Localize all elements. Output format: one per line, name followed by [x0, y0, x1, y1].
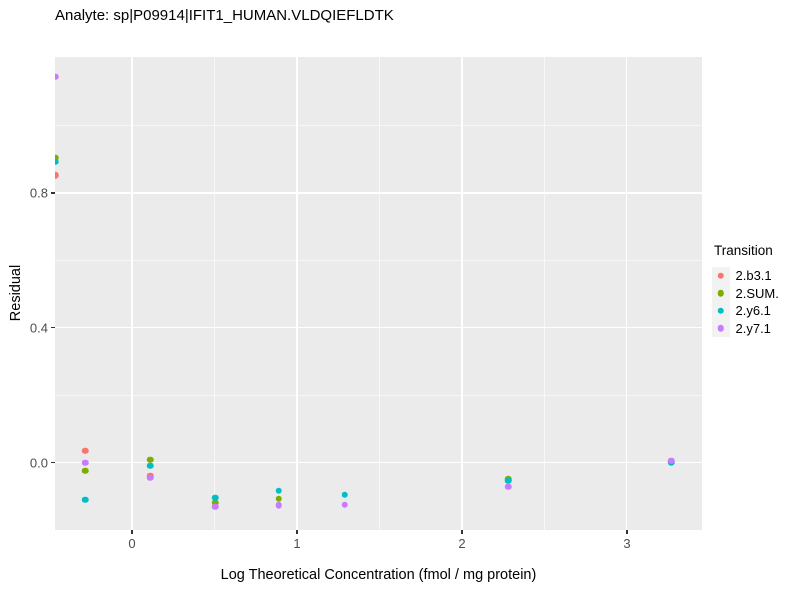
- data-point: [211, 499, 219, 506]
- legend-key: [712, 319, 730, 337]
- data-point: [55, 154, 59, 162]
- data-point: [146, 474, 154, 481]
- x-tick-mark: [131, 530, 133, 534]
- gridline-major-x: [296, 57, 298, 530]
- x-tick-mark: [296, 530, 298, 534]
- plot-panel: [55, 57, 702, 530]
- data-point: [55, 171, 59, 179]
- legend-label: 2.y6.1: [735, 303, 771, 319]
- data-point: [81, 447, 89, 454]
- legend-key: [712, 284, 730, 302]
- x-tick-label: 3: [623, 536, 631, 551]
- legend-label: 2.y7.1: [735, 320, 771, 336]
- gridline-minor-y: [55, 124, 702, 126]
- legend-entries: 2.b3.1 2.SUM. 2.y6.1 2.y7.1: [712, 267, 779, 337]
- x-axis-title: Log Theoretical Concentration (fmol / mg…: [220, 567, 537, 583]
- data-point: [55, 73, 59, 81]
- x-tick-label: 2: [458, 536, 466, 551]
- gridline-major-x: [461, 57, 463, 530]
- x-tick-mark: [461, 530, 463, 534]
- data-point: [341, 491, 349, 499]
- data-point: [668, 457, 675, 465]
- plot-title: Analyte: sp|P09914|IFIT1_HUMAN.VLDQIEFLD…: [55, 7, 394, 24]
- data-point: [275, 501, 283, 509]
- gridline-minor-x: [543, 57, 545, 530]
- data-point: [55, 158, 59, 166]
- legend-entry: 2.b3.1: [712, 267, 779, 285]
- legend-label: 2.SUM.: [735, 285, 779, 301]
- y-tick-mark: [51, 327, 55, 329]
- y-tick-label: 0.8: [29, 185, 48, 201]
- data-point: [211, 494, 219, 502]
- gridline-minor-x: [378, 57, 380, 530]
- y-axis-title: Residual: [8, 264, 24, 322]
- gridline-minor-y: [55, 394, 702, 396]
- data-point: [81, 467, 89, 475]
- legend-dot: [717, 307, 724, 314]
- gridline-major-x: [626, 57, 628, 530]
- legend-entry: 2.y6.1: [712, 302, 779, 320]
- y-tick-mark: [51, 462, 55, 464]
- legend-entry: 2.y7.1: [712, 319, 779, 337]
- data-point: [211, 503, 219, 510]
- gridline-major-y: [55, 327, 702, 329]
- gridline-minor-x: [214, 57, 216, 530]
- y-tick-mark: [51, 192, 55, 194]
- gridline-major-y: [55, 192, 702, 194]
- data-point: [504, 477, 512, 484]
- y-tick-label: 0.0: [29, 455, 48, 471]
- legend: Transition 2.b3.1 2.SUM. 2.y6.1 2.y7.1: [712, 243, 779, 337]
- data-point: [275, 487, 283, 495]
- data-point: [504, 483, 512, 491]
- x-tick-label: 1: [293, 536, 301, 551]
- data-point: [275, 495, 283, 503]
- legend-key: [712, 267, 730, 285]
- legend-dot: [717, 290, 724, 297]
- data-point: [341, 501, 349, 508]
- y-tick-label: 0.4: [29, 320, 48, 336]
- legend-dot: [717, 325, 724, 332]
- x-tick-label: 0: [128, 536, 136, 551]
- data-point: [81, 459, 89, 467]
- x-tick-mark: [626, 530, 628, 534]
- legend-key: [712, 302, 730, 320]
- gridline-minor-y: [55, 259, 702, 261]
- data-point: [146, 456, 154, 464]
- data-point: [81, 496, 89, 504]
- legend-title: Transition: [714, 243, 773, 258]
- gridline-major-x: [131, 57, 133, 530]
- legend-dot: [717, 272, 724, 279]
- legend-label: 2.b3.1: [735, 268, 772, 284]
- data-point: [146, 462, 154, 470]
- gridline-major-y: [55, 462, 702, 464]
- legend-entry: 2.SUM.: [712, 284, 779, 302]
